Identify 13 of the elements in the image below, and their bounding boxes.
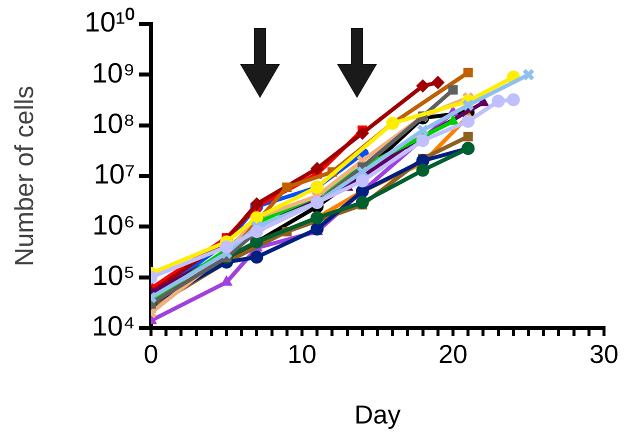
y-tick-label: 10⁸ bbox=[92, 108, 135, 140]
y-tick-label: 10⁴ bbox=[92, 310, 135, 342]
y-tick-label: 10⁵ bbox=[92, 260, 135, 292]
x-tick-label: 20 bbox=[438, 338, 468, 369]
x-tick-label: 30 bbox=[590, 338, 618, 369]
x-tick-label: 0 bbox=[144, 338, 158, 369]
y-tick-label: 10⁹ bbox=[92, 57, 135, 88]
x-tick-label: 10 bbox=[288, 338, 316, 369]
y-tick-label: 10⁷ bbox=[94, 158, 135, 190]
y-tick-label: 10¹⁰ bbox=[84, 6, 135, 38]
y-axis-title: Number of cells bbox=[8, 86, 39, 266]
y-tick-label: 10⁶ bbox=[92, 209, 135, 240]
x-axis-title: Day bbox=[354, 400, 401, 430]
